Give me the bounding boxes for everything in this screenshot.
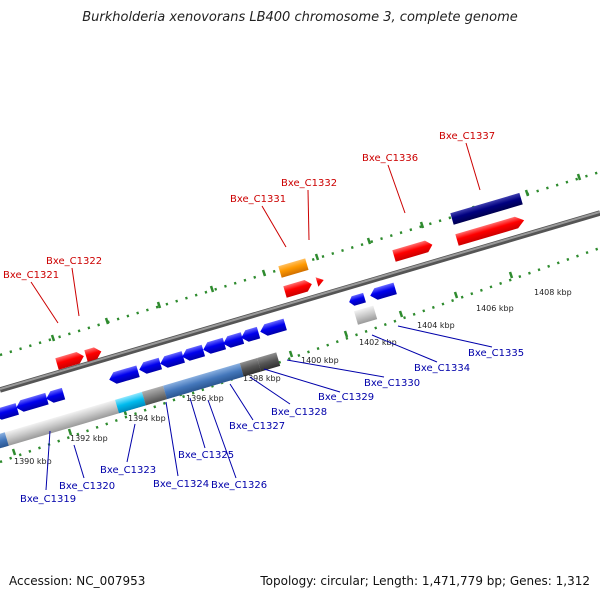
gene-label-Bxe_C1337: Bxe_C1337 — [439, 131, 495, 142]
genome-summary-text: Topology: circular; Length: 1,471,779 bp… — [260, 574, 590, 588]
gene-label-Bxe_C1329: Bxe_C1329 — [318, 392, 374, 403]
top-leader-lines — [30, 142, 481, 324]
gene-label-Bxe_C1321: Bxe_C1321 — [3, 270, 59, 281]
kbp-label-1392: 1392 kbp — [70, 434, 108, 443]
gene-label-Bxe_C1323: Bxe_C1323 — [100, 465, 156, 476]
gene-label-Bxe_C1332: Bxe_C1332 — [281, 178, 337, 189]
gene-label-Bxe_C1336: Bxe_C1336 — [362, 153, 418, 164]
tick-track-inner — [0, 246, 600, 464]
gene-label-Bxe_C1319: Bxe_C1319 — [20, 494, 76, 505]
major-ticks-outer — [50, 173, 582, 342]
kbp-label-1398: 1398 kbp — [243, 374, 281, 383]
genome-backbone — [0, 210, 600, 393]
gene-label-Bxe_C1320: Bxe_C1320 — [59, 481, 115, 492]
kbp-label-1400: 1400 kbp — [301, 356, 339, 365]
page-title: Burkholderia xenovorans LB400 chromosome… — [82, 10, 518, 25]
gene-label-Bxe_C1322: Bxe_C1322 — [46, 256, 102, 267]
bottom-leader-lines — [45, 325, 493, 491]
reverse-strand-band — [0, 305, 378, 449]
gene-label-Bxe_C1328: Bxe_C1328 — [271, 407, 327, 418]
gene-label-Bxe_C1327: Bxe_C1327 — [229, 421, 285, 432]
gene-label-Bxe_C1330: Bxe_C1330 — [364, 378, 420, 389]
kbp-label-1406: 1406 kbp — [476, 304, 514, 313]
top-gene-labels: Bxe_C1321 Bxe_C1322 Bxe_C1331 Bxe_C1332 … — [3, 131, 495, 281]
accession-text: Accession: NC_007953 — [9, 574, 146, 588]
kbp-label-1390: 1390 kbp — [14, 457, 52, 466]
reverse-genes — [0, 282, 397, 420]
gene-label-Bxe_C1335: Bxe_C1335 — [468, 348, 524, 359]
forward-genes — [55, 192, 525, 370]
kbp-label-1396: 1396 kbp — [186, 394, 224, 403]
gene-label-Bxe_C1334: Bxe_C1334 — [414, 363, 470, 374]
kbp-label-1408: 1408 kbp — [534, 288, 572, 297]
gene-label-Bxe_C1325: Bxe_C1325 — [178, 450, 234, 461]
gene-label-Bxe_C1326: Bxe_C1326 — [211, 480, 267, 491]
bottom-gene-labels: Bxe_C1319 Bxe_C1320 Bxe_C1323 Bxe_C1324 … — [20, 348, 524, 505]
kbp-labels: 1390 kbp 1392 kbp 1394 kbp 1396 kbp 1398… — [14, 288, 572, 466]
kbp-label-1394: 1394 kbp — [128, 414, 166, 423]
kbp-label-1402: 1402 kbp — [359, 338, 397, 347]
gene-label-Bxe_C1331: Bxe_C1331 — [230, 194, 286, 205]
kbp-label-1404: 1404 kbp — [417, 321, 455, 330]
gene-label-Bxe_C1324: Bxe_C1324 — [153, 479, 209, 490]
